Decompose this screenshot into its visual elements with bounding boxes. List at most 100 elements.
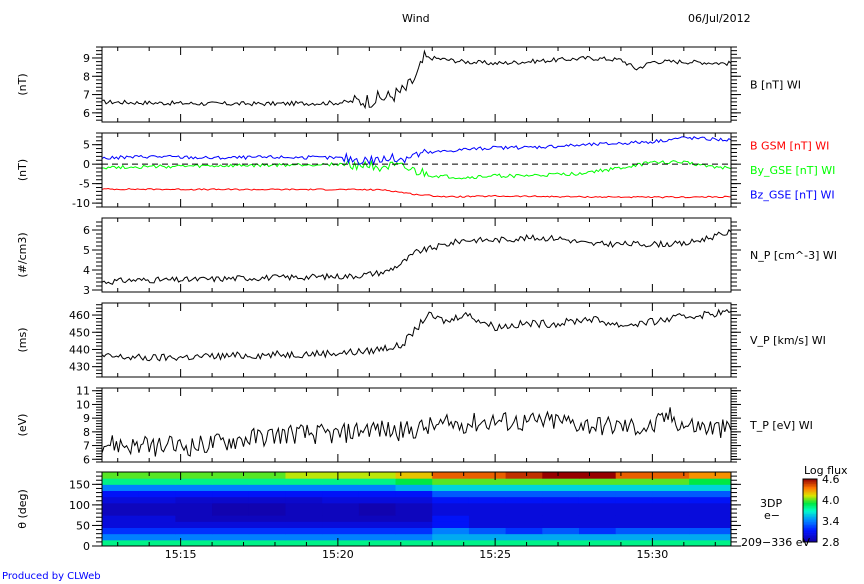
heatmap-label-instrument: 3DP bbox=[760, 497, 782, 510]
heatmap-cell bbox=[212, 521, 250, 528]
colorbar-tick-label: 4.0 bbox=[822, 494, 840, 507]
heatmap-cell bbox=[322, 539, 360, 547]
series-legend-label: B GSM [nT] WI bbox=[750, 139, 829, 152]
heatmap-cell bbox=[578, 539, 617, 547]
y-axis-label: (eV) bbox=[16, 414, 29, 437]
heatmap-cell bbox=[102, 490, 140, 498]
heatmap-cell bbox=[615, 478, 653, 485]
heatmap-cell bbox=[542, 502, 580, 510]
heatmap-cell bbox=[689, 502, 732, 510]
heatmap-cell bbox=[102, 502, 140, 510]
x-tick-label: 15:15 bbox=[165, 548, 197, 561]
heatmap-cell bbox=[468, 478, 507, 485]
heatmap-cell bbox=[689, 496, 732, 504]
heatmap-cell bbox=[615, 527, 653, 535]
heatmap-cell bbox=[615, 515, 653, 522]
colorbar-segment bbox=[803, 494, 817, 497]
y-tick-label: 6 bbox=[83, 107, 90, 120]
heatmap-cell bbox=[322, 490, 360, 498]
heatmap-cell bbox=[468, 490, 507, 498]
colorbar-segment bbox=[803, 491, 817, 494]
heatmap-cell bbox=[505, 484, 543, 491]
y-tick-label: 50 bbox=[76, 519, 90, 532]
colorbar-segment bbox=[803, 486, 817, 489]
heatmap-cell bbox=[689, 527, 732, 535]
heatmap-cell bbox=[652, 527, 690, 535]
y-tick-label: -10 bbox=[72, 197, 90, 210]
heatmap-cell bbox=[212, 484, 250, 491]
y-tick-label: 5 bbox=[83, 244, 90, 257]
panel-frame bbox=[101, 217, 732, 293]
heatmap-cell bbox=[468, 533, 507, 541]
heatmap-cell bbox=[689, 478, 732, 485]
heatmap-cell bbox=[138, 539, 176, 547]
heatmap-cell bbox=[432, 496, 470, 504]
y-tick-label: 0 bbox=[83, 158, 90, 171]
colorbar-segment bbox=[803, 529, 817, 532]
series-legend-label: Bz_GSE [nT] WI bbox=[750, 189, 835, 202]
heatmap-cell bbox=[212, 509, 250, 516]
heatmap-cell bbox=[542, 496, 580, 504]
heatmap-cell bbox=[432, 502, 470, 510]
colorbar-segment bbox=[803, 483, 817, 486]
heatmap-cell bbox=[175, 515, 213, 522]
y-tick-label: 150 bbox=[69, 478, 90, 491]
heatmap-cell bbox=[248, 496, 286, 504]
heatmap-cell bbox=[138, 490, 176, 498]
y-tick-label: 6 bbox=[83, 224, 90, 237]
colorbar-segment bbox=[803, 540, 817, 543]
series-legend-label: B [nT] WI bbox=[750, 79, 801, 92]
heatmap-cell bbox=[505, 502, 543, 510]
heatmap-cell bbox=[285, 521, 323, 528]
heatmap-cell bbox=[615, 509, 653, 516]
y-axis-label: (ms) bbox=[16, 327, 29, 352]
colorbar-segment bbox=[803, 501, 817, 503]
y-tick-label: 10 bbox=[76, 398, 90, 411]
panel-frame bbox=[101, 46, 732, 123]
y-tick-label: 430 bbox=[69, 361, 90, 374]
heatmap-cell bbox=[175, 527, 213, 535]
colorbar-segment bbox=[803, 505, 817, 508]
heatmap-cell bbox=[542, 509, 580, 516]
colorbar-segment bbox=[803, 538, 817, 541]
heatmap-cell bbox=[505, 509, 543, 516]
heatmap-cell bbox=[542, 484, 580, 491]
y-tick-label: 7 bbox=[83, 89, 90, 102]
heatmap-cell bbox=[578, 502, 617, 510]
heatmap-cell bbox=[505, 539, 543, 547]
heatmap-cell bbox=[689, 521, 732, 528]
colorbar-segment bbox=[803, 508, 817, 511]
heatmap-cell bbox=[395, 515, 433, 522]
heatmap-cell bbox=[432, 490, 470, 498]
heatmap-cell bbox=[285, 496, 323, 504]
heatmap-cell bbox=[248, 502, 286, 510]
heatmap-cell bbox=[212, 533, 250, 541]
heatmap-cell bbox=[358, 533, 397, 541]
heatmap-cell bbox=[542, 490, 580, 498]
heatmap-cell bbox=[175, 539, 213, 547]
heatmap-cell bbox=[652, 496, 690, 504]
heatmap-cell bbox=[322, 484, 360, 491]
y-tick-label: -5 bbox=[79, 178, 90, 191]
colorbar-segment bbox=[803, 499, 817, 502]
heatmap-cell bbox=[652, 539, 690, 547]
series-line bbox=[102, 158, 732, 180]
colorbar-segment bbox=[803, 510, 817, 513]
heatmap-cell bbox=[468, 521, 507, 528]
heatmap-cell bbox=[138, 509, 176, 516]
heatmap-cell bbox=[322, 472, 360, 479]
heatmap-cell bbox=[689, 509, 732, 516]
heatmap-cell bbox=[395, 496, 433, 504]
heatmap-cell bbox=[285, 478, 323, 485]
heatmap-cell bbox=[358, 509, 397, 516]
heatmap-cell bbox=[248, 472, 286, 479]
heatmap-cell bbox=[248, 533, 286, 541]
heatmap-cell bbox=[689, 484, 732, 491]
heatmap-cell bbox=[542, 521, 580, 528]
heatmap-cell bbox=[395, 490, 433, 498]
y-tick-label: 4 bbox=[83, 264, 90, 277]
heatmap-cell bbox=[248, 527, 286, 535]
series-legend-label: By_GSE [nT] WI bbox=[750, 164, 835, 177]
heatmap-cell bbox=[689, 490, 732, 498]
